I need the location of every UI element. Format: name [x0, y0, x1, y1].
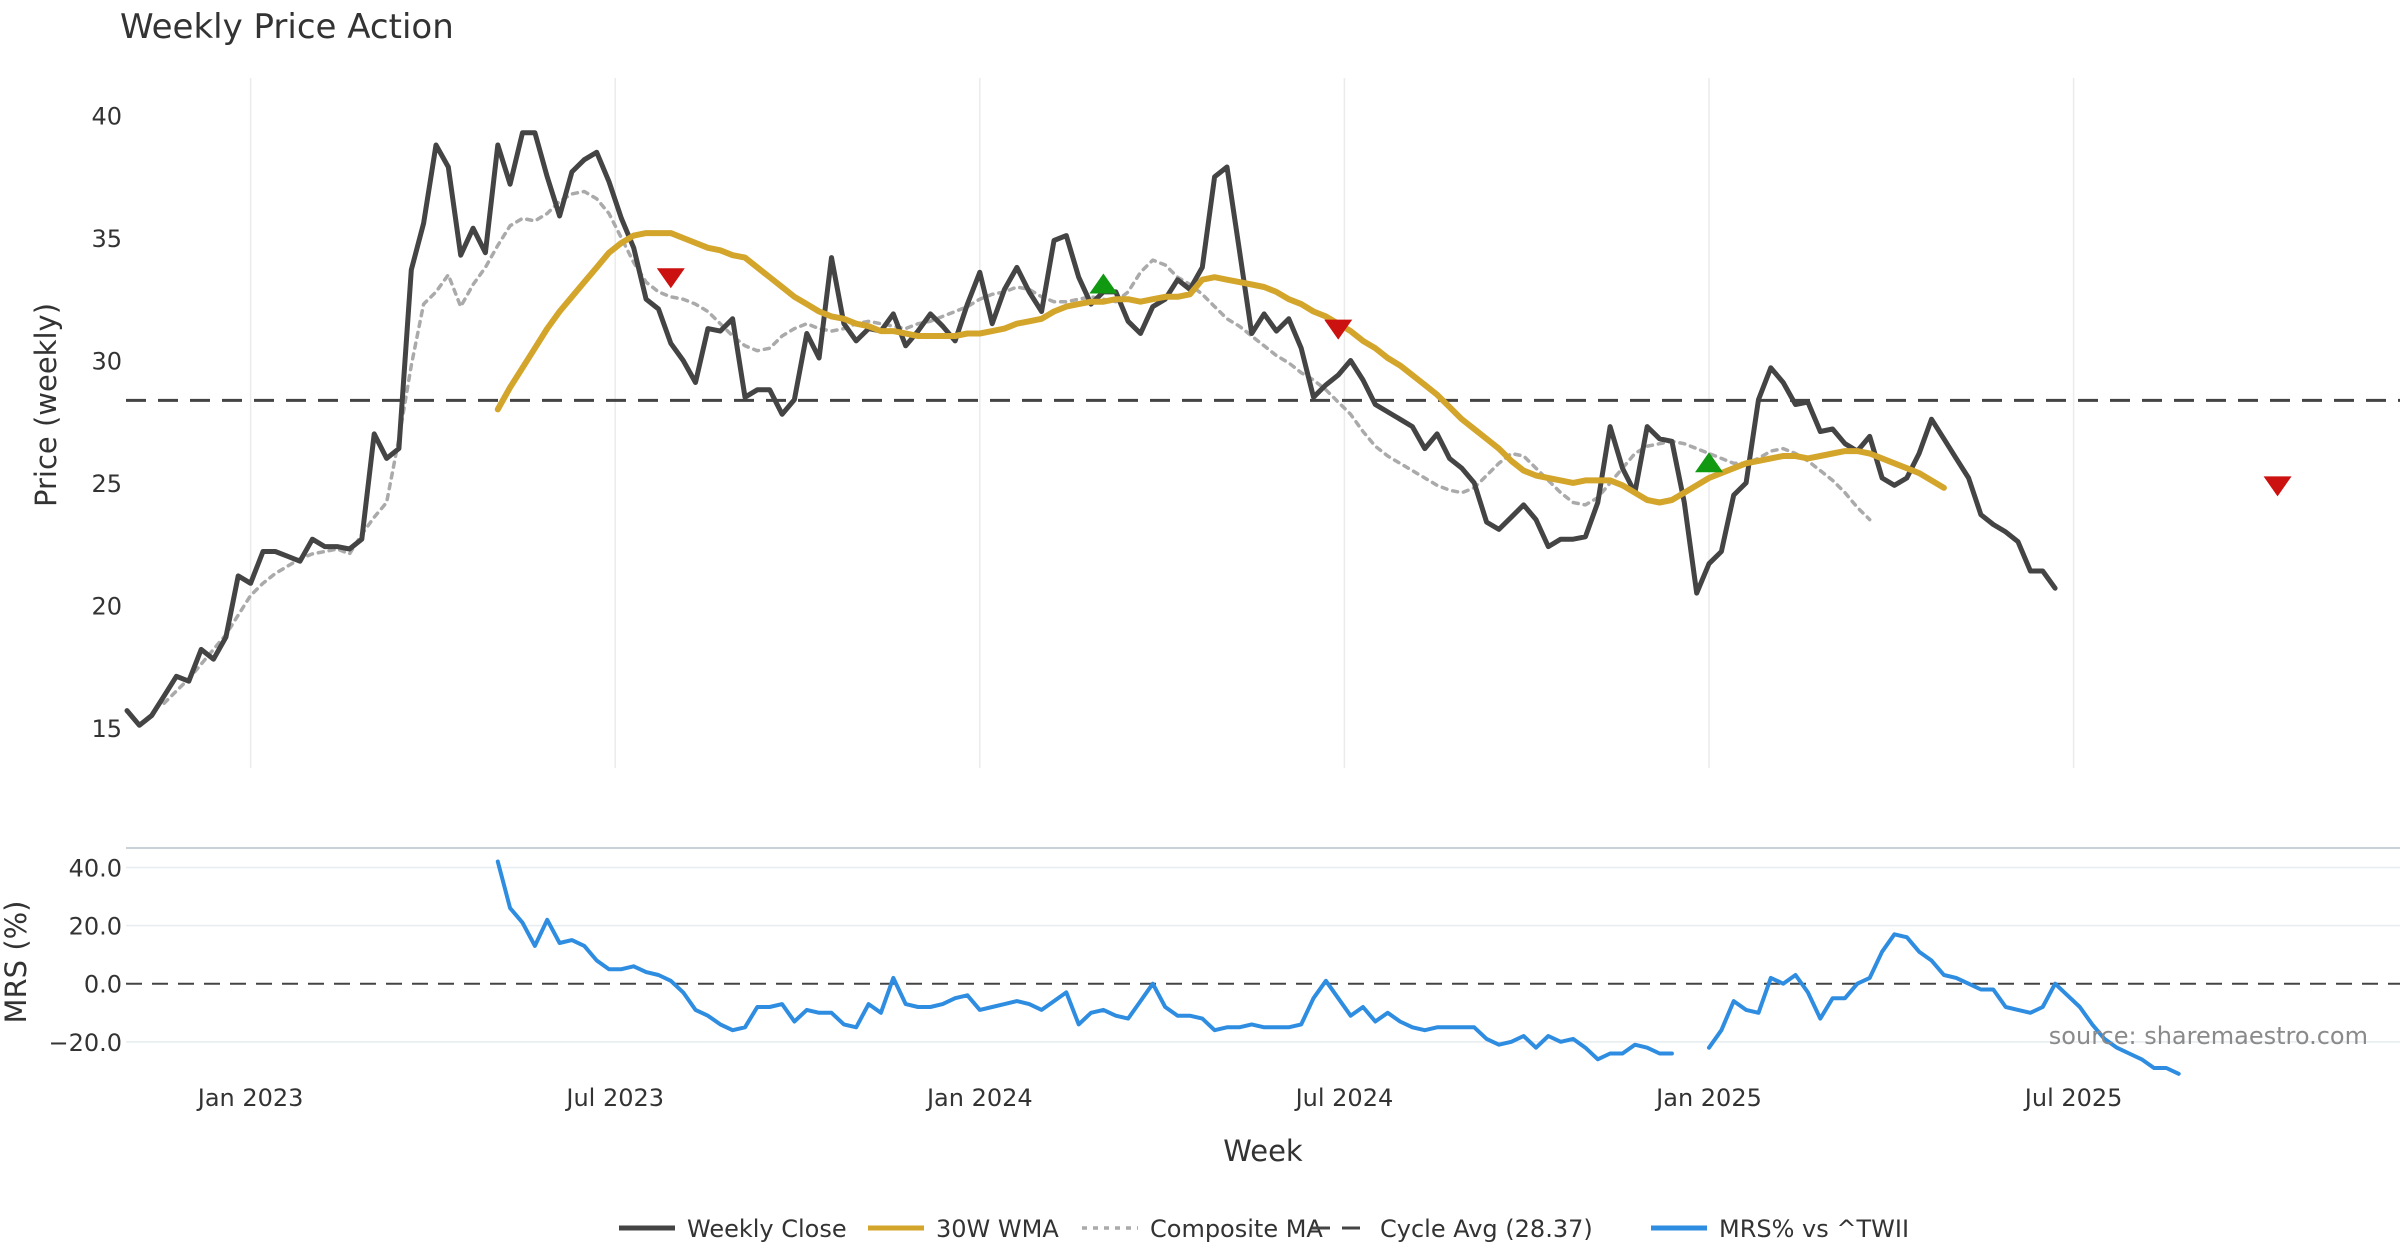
- price-gridlines: [249, 78, 2075, 768]
- price-y-axis-label: Price (weekly): [29, 303, 63, 507]
- price-y-tick-label: 20: [91, 592, 122, 620]
- legend-label: Cycle Avg (28.37): [1380, 1215, 1593, 1243]
- series-line-composite-ma: [162, 189, 1872, 706]
- legend-label: 30W WMA: [936, 1215, 1059, 1243]
- buy-marker: [1089, 273, 1118, 294]
- mrs-y-tick-label: −20.0: [48, 1029, 122, 1057]
- legend-label: Weekly Close: [687, 1215, 847, 1243]
- x-tick-label: Jan 2023: [196, 1084, 304, 1112]
- price-y-tick-label: 35: [91, 225, 122, 253]
- legend-item: Composite MA: [1082, 1215, 1323, 1243]
- mrs-y-tick-label: 40.0: [69, 854, 122, 882]
- series-line-mrs: [495, 859, 1674, 1062]
- mrs-y-axis-label: MRS (%): [0, 901, 33, 1024]
- legend: Weekly Close 30W WMA Composite MA Cycle Avg…: [619, 1215, 1909, 1243]
- x-tick-label: Jul 2023: [564, 1084, 664, 1112]
- sell-marker: [656, 268, 685, 289]
- signal-markers: [656, 268, 2292, 497]
- sell-marker: [2263, 476, 2292, 497]
- sell-marker: [1324, 319, 1353, 340]
- legend-item: 30W WMA: [868, 1215, 1059, 1243]
- price-panel: 15 20 25 30 35 40 Price (weekly): [29, 78, 2400, 768]
- legend-item: Cycle Avg (28.37): [1312, 1215, 1593, 1243]
- x-tick-label: Jul 2025: [2023, 1084, 2123, 1112]
- series-line-weekly-close: [124, 130, 2058, 728]
- mrs-series: [495, 859, 2181, 1076]
- x-axis-label: Week: [1223, 1134, 1303, 1168]
- price-y-tick-label: 15: [91, 715, 122, 743]
- legend-item: Weekly Close: [619, 1215, 847, 1243]
- mrs-y-ticks: 40.0 20.0 0.0 −20.0: [48, 854, 122, 1056]
- legend-label: Composite MA: [1150, 1215, 1323, 1243]
- mrs-y-tick-label: 20.0: [69, 913, 122, 941]
- buy-marker: [1695, 452, 1724, 473]
- legend-label: MRS% vs ^TWII: [1719, 1215, 1909, 1243]
- price-series: [124, 130, 2058, 728]
- series-line-30w-wma: [494, 230, 1947, 506]
- chart-title: Weekly Price Action: [120, 7, 454, 47]
- mrs-panel: 40.0 20.0 0.0 −20.0 MRS (%) source: sharema…: [0, 847, 2400, 1076]
- series-line-mrs: [1707, 932, 2181, 1076]
- source-note: source: sharemaestro.com: [2049, 1022, 2368, 1050]
- x-tick-label: Jan 2025: [1654, 1084, 1762, 1112]
- x-tick-label: Jul 2024: [1294, 1084, 1394, 1112]
- x-axis-ticks: Jan 2023 Jul 2023 Jan 2024 Jul 2024 Jan 2025…: [196, 1084, 2123, 1112]
- price-y-tick-label: 25: [91, 470, 122, 498]
- price-y-ticks: 15 20 25 30 35 40: [91, 103, 122, 743]
- price-y-tick-label: 40: [91, 103, 122, 131]
- mrs-gridlines: [126, 866, 2400, 1043]
- mrs-y-tick-label: 0.0: [84, 971, 122, 999]
- legend-item: MRS% vs ^TWII: [1651, 1215, 1909, 1243]
- x-tick-label: Jan 2024: [925, 1084, 1033, 1112]
- price-y-tick-label: 30: [91, 347, 122, 375]
